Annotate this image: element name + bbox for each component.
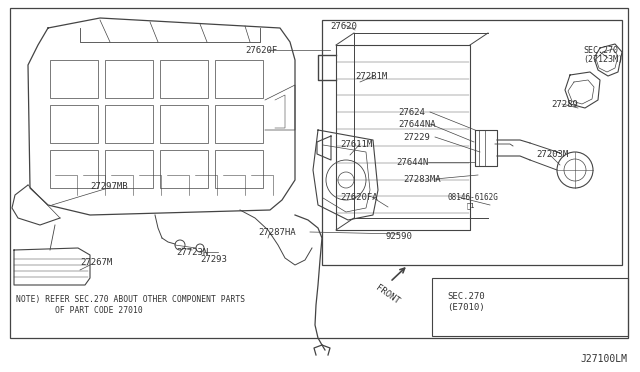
Bar: [322, 20, 622, 265]
Text: NOTE) REFER SEC.270 ABOUT OTHER COMPONENT PARTS: NOTE) REFER SEC.270 ABOUT OTHER COMPONEN…: [16, 295, 245, 304]
Text: 27620F: 27620F: [245, 46, 277, 55]
Text: SEC.270: SEC.270: [583, 46, 618, 55]
Bar: [105, 60, 153, 98]
Bar: [432, 278, 628, 336]
Text: 27611M: 27611M: [340, 140, 372, 149]
Text: 272B1M: 272B1M: [355, 72, 387, 81]
Bar: [160, 150, 208, 188]
Text: 27283MA: 27283MA: [403, 175, 440, 184]
Bar: [50, 60, 98, 98]
Text: 27620: 27620: [330, 22, 357, 31]
Bar: [50, 105, 98, 143]
Bar: [105, 105, 153, 143]
Text: 27229: 27229: [403, 133, 430, 142]
Bar: [105, 150, 153, 188]
Text: OF PART CODE 27010: OF PART CODE 27010: [16, 306, 143, 315]
Bar: [10, 8, 628, 338]
Text: 27624: 27624: [398, 108, 425, 117]
Text: 08146-6162G: 08146-6162G: [447, 193, 498, 202]
Bar: [160, 105, 208, 143]
Text: FRONT: FRONT: [374, 283, 401, 306]
Text: 27297MB: 27297MB: [90, 182, 127, 191]
Text: 27644N: 27644N: [396, 158, 428, 167]
Text: 27620FA: 27620FA: [340, 193, 378, 202]
Text: 92590: 92590: [385, 232, 412, 241]
Text: Ⓞ1: Ⓞ1: [467, 202, 476, 209]
Text: 27289: 27289: [551, 100, 578, 109]
Bar: [215, 105, 263, 143]
Text: (E7010): (E7010): [447, 303, 485, 312]
Text: 27644NA: 27644NA: [398, 120, 436, 129]
Text: (27123M): (27123M): [583, 55, 623, 64]
Text: 27293: 27293: [200, 255, 227, 264]
Bar: [50, 150, 98, 188]
Text: 27267M: 27267M: [80, 258, 112, 267]
Text: 27287HA: 27287HA: [258, 228, 296, 237]
Bar: [215, 150, 263, 188]
Text: SEC.270: SEC.270: [447, 292, 485, 301]
Text: 27723N: 27723N: [176, 248, 208, 257]
Text: 27203M: 27203M: [536, 150, 568, 159]
Text: J27100LM: J27100LM: [580, 354, 627, 364]
Bar: [160, 60, 208, 98]
Bar: [215, 60, 263, 98]
